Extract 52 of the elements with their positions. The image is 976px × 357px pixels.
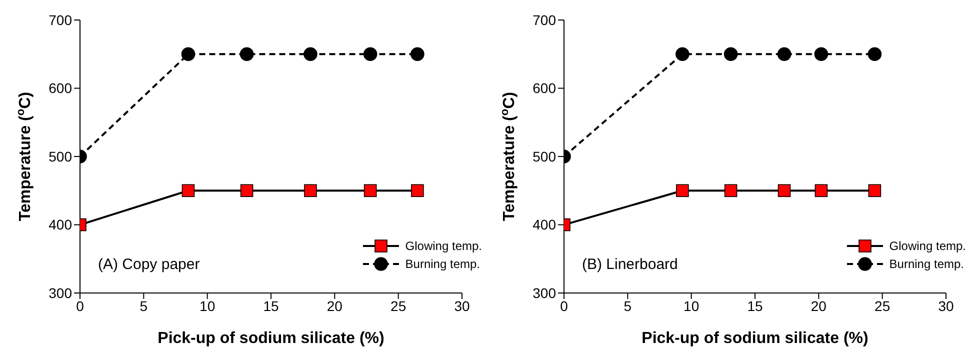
x-tick-label: 30 [454, 298, 470, 314]
y-tick-label: 500 [48, 148, 72, 164]
point [868, 47, 882, 62]
point [676, 184, 689, 198]
x-tick-label: 15 [263, 298, 279, 314]
x-tick-label: 10 [684, 298, 700, 314]
point [182, 184, 195, 198]
point [363, 47, 378, 62]
x-axis-title: Pick-up of sodium silicate (%) [158, 330, 384, 347]
y-tick-label: 500 [532, 148, 556, 164]
annotation: (A) Copy paper [98, 256, 200, 273]
x-tick-label: 10 [200, 298, 216, 314]
y-tick-label: 600 [48, 80, 72, 96]
point [304, 184, 317, 198]
point [240, 47, 254, 62]
legend-label: Glowing temp. [889, 239, 966, 253]
point [724, 184, 738, 198]
x-tick-label: 20 [810, 298, 827, 314]
x-tick-label: 25 [874, 298, 890, 314]
x-tick-label: 30 [938, 298, 954, 314]
legend-label: Glowing temp. [405, 239, 482, 253]
legend-label: Burning temp. [405, 257, 480, 271]
x-tick-label: 5 [624, 298, 632, 314]
point [814, 47, 828, 62]
annotation: (B) Linerboard [582, 256, 678, 273]
legend-label: Burning temp. [889, 257, 964, 271]
y-tick-label: 400 [532, 216, 556, 233]
point [411, 184, 424, 198]
x-tick-label: 5 [140, 298, 148, 314]
point [777, 47, 792, 62]
point [304, 47, 318, 62]
x-tick-label: 20 [326, 298, 343, 314]
point [240, 184, 254, 198]
y-tick-label: 600 [532, 80, 556, 96]
x-tick-label: 0 [560, 298, 568, 314]
y-tick-label: 700 [48, 12, 72, 28]
y-tick-label: 300 [532, 284, 556, 301]
x-tick-label: 15 [747, 298, 763, 314]
y-tick-label: 400 [48, 216, 72, 233]
x-axis-title: Pick-up of sodium silicate (%) [642, 330, 868, 347]
point [724, 47, 738, 62]
point [410, 47, 424, 62]
point [814, 184, 828, 198]
y-tick-label: 700 [532, 12, 556, 28]
x-tick-label: 0 [76, 298, 84, 314]
point [868, 184, 882, 198]
point [778, 184, 791, 198]
y-tick-label: 300 [48, 284, 72, 301]
point [181, 47, 196, 62]
point [676, 47, 690, 62]
point [364, 184, 377, 198]
x-tick-label: 25 [390, 298, 406, 314]
